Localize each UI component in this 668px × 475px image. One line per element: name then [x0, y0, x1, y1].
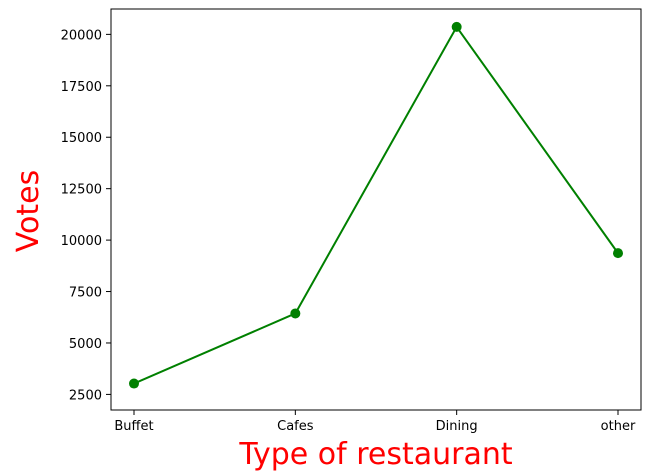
data-point	[290, 308, 301, 319]
data-point	[451, 21, 462, 32]
data-point	[613, 248, 623, 259]
y-tick-label: 20000	[61, 28, 102, 43]
x-tick-label: other	[601, 419, 636, 434]
x-axis: Buffet Cafes Dining other	[114, 410, 636, 434]
y-tick-label: 15000	[61, 131, 102, 146]
x-tick-label: Dining	[436, 419, 478, 434]
y-tick-label: 2500	[69, 388, 102, 403]
y-axis-title: Votes	[11, 170, 46, 252]
data-point	[129, 378, 139, 389]
y-tick-label: 17500	[61, 80, 102, 95]
y-tick-label: 10000	[61, 234, 102, 249]
x-tick-label: Cafes	[277, 419, 314, 434]
y-axis: 2500 5000 7500 10000 12500 15000 17500 20000	[61, 28, 111, 403]
series-line	[133, 25, 619, 385]
plot-frame	[110, 8, 642, 411]
y-tick-label: 7500	[69, 286, 102, 301]
y-tick-label: 5000	[69, 337, 102, 352]
x-tick-label: Buffet	[114, 419, 153, 434]
x-axis-title: Type of restaurant	[238, 437, 513, 472]
y-tick-label: 12500	[61, 183, 102, 198]
plot-content	[129, 21, 623, 389]
